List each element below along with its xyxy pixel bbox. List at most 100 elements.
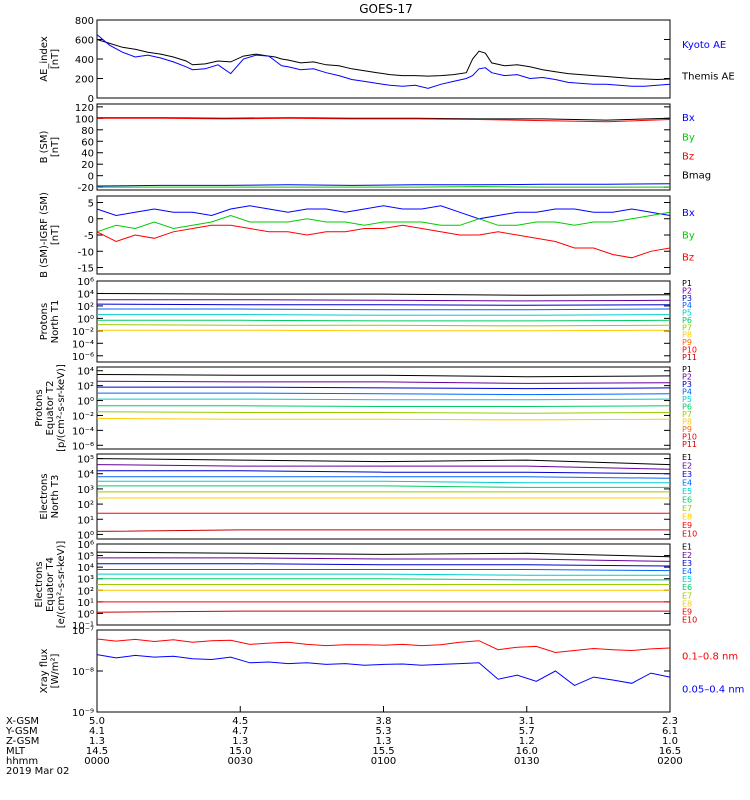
x-tick-value: 0030 — [228, 756, 253, 767]
y-tick-label: 5 — [88, 199, 94, 210]
y-axis-label: Xray flux — [39, 649, 50, 694]
y-tick-label: 10⁻⁶ — [72, 352, 94, 363]
legend-entry: P7 — [682, 410, 692, 419]
y-tick-label: 10⁻⁶ — [72, 441, 94, 452]
series-line-E5 — [97, 573, 670, 576]
series-line-P2 — [96, 380, 671, 384]
x-tick-value: 5.3 — [376, 726, 392, 737]
y-tick-label: 10⁰ — [77, 609, 94, 620]
y-tick-label: 60 — [81, 137, 94, 148]
y-tick-label: -15 — [78, 264, 94, 275]
y-tick-label: 10⁻⁴ — [72, 426, 94, 437]
series-line-By — [96, 211, 671, 233]
y-tick-label: 10⁴ — [77, 289, 94, 300]
y-axis-label: Protons — [39, 303, 50, 340]
y-tick-label: 10³ — [77, 575, 94, 586]
legend-entry: Kyoto AE — [682, 40, 726, 51]
y-axis-label: AE_index — [39, 36, 50, 82]
legend-entry: P3 — [682, 380, 692, 389]
series-line-Themis-AE — [96, 39, 671, 81]
x-tick-value: 4.5 — [232, 716, 248, 727]
x-tick-value: 5.7 — [519, 726, 535, 737]
y-axis-label: Protons — [34, 389, 45, 426]
legend-entry: P1 — [682, 279, 692, 288]
series-line-E3 — [97, 563, 671, 567]
y-tick-label: 10⁴ — [77, 367, 94, 378]
series-line-P4 — [97, 392, 671, 396]
series-line-P1 — [96, 293, 671, 296]
legend-entry: By — [682, 132, 695, 143]
y-tick-label: 40 — [81, 149, 94, 160]
y-tick-label: 10⁰ — [77, 530, 94, 541]
y-tick-label: 10⁻⁷ — [72, 626, 94, 637]
legend-entry: P3 — [682, 294, 692, 303]
y-tick-label: 10⁻¹ — [72, 621, 94, 632]
legend-entry: P1 — [682, 365, 692, 374]
series-line-By — [97, 186, 670, 188]
y-axis-label: Electrons — [34, 561, 45, 607]
series-line-P3 — [96, 303, 671, 306]
series-line-P6 — [97, 405, 671, 407]
panel-frame — [96, 195, 671, 275]
y-tick-label: 20 — [81, 160, 94, 171]
legend-entry: E1 — [682, 453, 692, 462]
legend-entry: E4 — [682, 567, 692, 576]
y-axis-label: [e/(cm²-s-sr-keV)] — [56, 541, 67, 629]
y-tick-label: 10⁶ — [77, 277, 94, 288]
legend-entry: P4 — [682, 301, 692, 310]
x-row-label: MLT — [6, 746, 26, 757]
series-line-E10 — [96, 610, 670, 613]
panel-b_igrf: -15 -10 -5 0 5 B (SM)-IGRF (SM) [nT] Bx By Bz — [39, 192, 695, 278]
y-tick-label: 600 — [75, 36, 94, 47]
panel-xray: 10⁻⁹ 10⁻⁸ 10⁻⁷ Xray flux [W/m²] 0.1–0.8 nm 0.0… — [39, 626, 744, 719]
y-tick-label: 10⁰ — [77, 314, 94, 325]
legend-entry: P2 — [682, 287, 692, 296]
y-axis-label: North T1 — [50, 300, 61, 344]
series-line-Bz — [97, 117, 671, 123]
legend-entry: P8 — [682, 417, 692, 426]
legend-entry: E7 — [682, 591, 692, 600]
y-axis-label: [nT] — [50, 225, 61, 245]
series-line-P4 — [97, 308, 671, 311]
legend-entry: P4 — [682, 388, 692, 397]
y-tick-label: 200 — [75, 75, 94, 86]
series-line-P7 — [96, 411, 671, 414]
x-tick-value: 4.7 — [232, 726, 248, 737]
legend-entry: E1 — [682, 543, 692, 552]
x-tick-value: 0000 — [84, 756, 109, 767]
series-line-P7 — [96, 324, 671, 327]
legend-entry: P10 — [682, 345, 697, 354]
panel-frame — [96, 629, 671, 713]
series-line-E6 — [97, 578, 670, 581]
legend-entry: P10 — [682, 432, 697, 441]
legend-entry: P11 — [682, 440, 697, 449]
legend-entry: E6 — [682, 495, 692, 504]
legend-entry: 0.05–0.4 nm — [682, 684, 744, 695]
y-tick-label: 10² — [77, 302, 94, 313]
x-row-label: 2019 Mar 02 — [6, 766, 69, 777]
series-line-Bmag — [97, 117, 671, 121]
series-line-E1 — [96, 551, 671, 558]
series-line-P5 — [97, 398, 671, 401]
y-tick-label: 10⁻² — [72, 411, 94, 422]
x-tick-value: 6.1 — [662, 726, 678, 737]
legend-entry: Themis AE — [681, 71, 735, 82]
x-tick-value: 1.0 — [662, 736, 678, 747]
legend-entry: E6 — [682, 583, 692, 592]
y-tick-label: 0 — [88, 172, 94, 183]
series-line-P5 — [97, 314, 671, 316]
legend-entry: Bx — [682, 113, 695, 124]
panel-frame — [96, 103, 671, 191]
y-tick-label: 10² — [77, 500, 94, 511]
series-line-Bz — [96, 224, 671, 259]
plot-title: GOES-17 — [359, 2, 413, 16]
series-line-E4 — [97, 569, 671, 572]
x-tick-value: 15.0 — [229, 746, 251, 757]
legend-entry: P5 — [682, 309, 692, 318]
y-tick-label: 0 — [88, 215, 94, 226]
legend-entry: P6 — [682, 402, 692, 411]
legend-entry: E2 — [682, 551, 692, 560]
panel-frame — [96, 280, 671, 363]
